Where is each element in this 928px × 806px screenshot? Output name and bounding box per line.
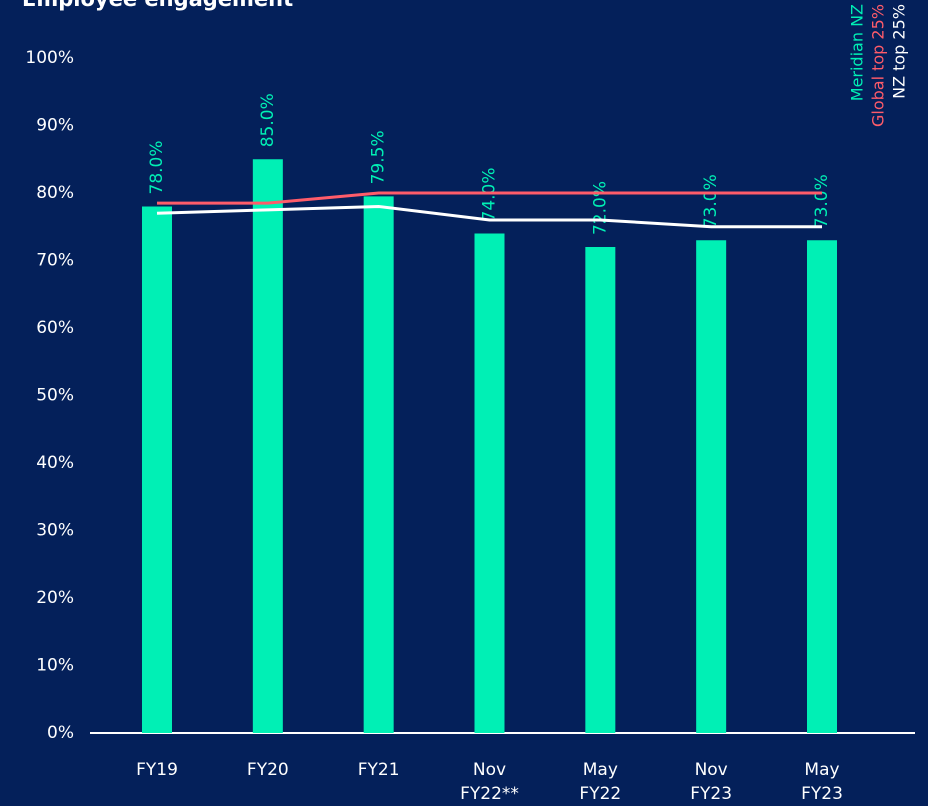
x-tick-label: FY19 [136,760,178,780]
y-tick-label: 80% [36,183,74,203]
x-tick-label: May [583,760,618,780]
bar [142,206,172,733]
data-label: 78.0% [147,140,167,194]
y-tick-label: 30% [36,521,74,541]
y-tick-label: 20% [36,588,74,608]
x-tick-label: May [804,760,839,780]
x-tick-label: FY20 [247,760,289,780]
y-tick-label: 0% [47,723,74,743]
x-tick-label: FY23 [690,784,732,804]
x-tick-label: FY23 [801,784,843,804]
line [157,191,822,205]
chart-title: Employee engagement [22,0,293,11]
x-tick-label: Nov [473,760,506,780]
x-tick-label: FY21 [358,760,400,780]
bar [585,247,616,733]
y-tick-label: 40% [36,453,74,473]
bar [363,196,394,733]
bar [474,233,505,733]
data-label: 73.0% [812,174,832,228]
y-tick-label: 50% [36,386,74,406]
x-tick-label: FY22 [579,784,621,804]
bar [696,240,727,733]
data-label: 79.5% [369,130,389,184]
x-tick-label: FY22** [460,784,519,804]
y-tick-label: 70% [36,251,74,271]
data-label: 73.0% [701,174,721,228]
y-tick-label: 10% [36,656,74,676]
legend-label: Meridian NZ [848,4,867,101]
y-tick-label: 90% [36,116,74,136]
bar [807,240,837,733]
legend-label: Global top 25% [869,4,888,127]
line [156,204,822,229]
y-tick-label: 100% [25,48,74,68]
legend-label: NZ top 25% [890,4,909,99]
data-label: 85.0% [258,93,278,147]
x-tick-label: Nov [695,760,728,780]
bar [252,159,283,733]
data-label: 72.0% [590,181,610,235]
y-tick-label: 60% [36,318,74,338]
